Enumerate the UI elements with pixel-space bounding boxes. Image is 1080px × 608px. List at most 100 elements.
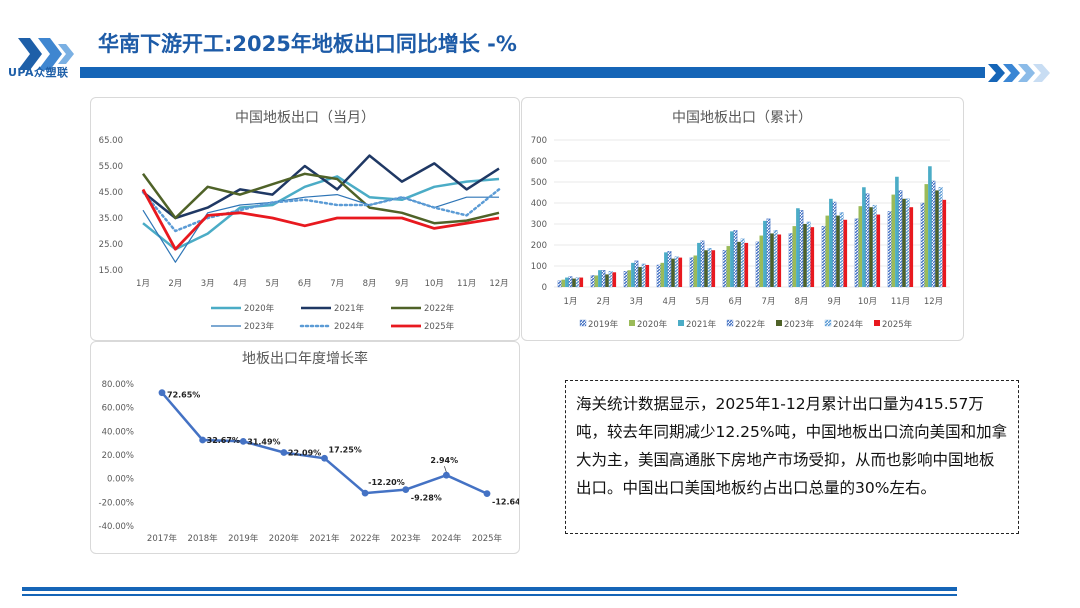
bar-2025年 (909, 207, 914, 287)
x-tick-label: 12月 (489, 279, 508, 289)
bar-2020年 (825, 215, 830, 287)
bar-2023年 (638, 267, 642, 287)
bar-2021年 (730, 231, 734, 287)
y-tick-label: 45.00 (99, 188, 123, 198)
bar-2023年 (869, 207, 873, 287)
x-tick-label: 2月 (597, 297, 611, 307)
legend-swatch (629, 320, 635, 326)
data-label: 72.65% (167, 391, 200, 400)
data-label: 31.49% (247, 437, 280, 446)
bar-2021年 (862, 187, 866, 287)
legend-swatch (579, 319, 587, 327)
series-line-2025年 (141, 188, 500, 251)
bar-2022年 (766, 218, 771, 288)
legend-label: 2021年 (686, 319, 717, 330)
bar-2025年 (579, 277, 584, 287)
y-tick-label: 600 (531, 157, 547, 167)
bar-2023年 (671, 258, 675, 287)
bar-2024年 (575, 277, 580, 288)
x-tick-label: 8月 (363, 279, 377, 289)
x-tick-label: 11月 (457, 279, 476, 289)
x-tick-label: 4月 (233, 279, 247, 289)
x-tick-label: 2023年 (391, 533, 422, 544)
logo-text: UPA众塑联 (8, 66, 69, 79)
bar-2025年 (843, 219, 848, 287)
legend-swatch (824, 319, 832, 327)
chevron-arrows-icon (988, 64, 1050, 82)
bar-2022年 (634, 260, 639, 288)
x-tick-label: 2025年 (472, 533, 503, 544)
legend-swatch (874, 320, 880, 326)
y-tick-label: 300 (531, 220, 547, 230)
chart-title: 中国地板出口（当月） (235, 110, 375, 126)
x-tick-label: 4月 (663, 297, 677, 307)
series-line-2020年 (142, 175, 500, 251)
bar-2023年 (737, 241, 741, 287)
bar-2025年 (678, 257, 683, 287)
series-line-2022年 (141, 172, 500, 225)
cumulative-export-chart-panel: 中国地板出口（累计） 0 100 200 300 400 500 600 700 1月 2月 3月 4月… (521, 97, 964, 341)
data-label: 22.09% (288, 449, 321, 458)
x-tick-label: 7月 (762, 297, 776, 307)
y-tick-label: 0 (542, 283, 547, 293)
legend-label: 2019年 (588, 319, 619, 330)
bar-2023年 (770, 233, 774, 287)
bar-2024年 (641, 263, 646, 288)
bar-2025年 (711, 250, 716, 287)
y-tick-label: 65.00 (99, 136, 123, 146)
data-label: -12.20% (368, 478, 405, 487)
bar-2024年 (872, 204, 877, 288)
bar-2024年 (740, 238, 745, 288)
y-tick-label: 80.00% (102, 380, 134, 390)
bar-2019年 (557, 280, 562, 288)
bar-2025年 (942, 199, 947, 287)
bar-2023年 (605, 274, 609, 287)
bar-2021年 (598, 270, 602, 287)
bar-2025年 (744, 242, 749, 287)
y-tick-label: 700 (531, 136, 547, 146)
bar-2021年 (829, 198, 833, 287)
bar-2022年 (667, 251, 672, 288)
bar-2019年 (920, 202, 925, 288)
y-tick-label: 500 (531, 178, 547, 188)
bar-2019年 (590, 275, 595, 288)
bar-2020年 (924, 184, 929, 287)
bar-2021年 (664, 252, 668, 287)
x-tick-label: 9月 (828, 297, 842, 307)
bar-2021年 (895, 176, 899, 287)
legend-label: 2024年 (334, 321, 365, 332)
x-tick-label: 5月 (265, 279, 279, 289)
bar-2019年 (722, 250, 727, 288)
data-point (361, 489, 369, 497)
bar-2019年 (623, 271, 628, 288)
bar-2019年 (854, 218, 859, 288)
legend-label: 2020年 (244, 303, 275, 314)
bar-2025年 (777, 234, 782, 287)
y-tick-label: 40.00% (102, 427, 134, 437)
legend-label: 2022年 (424, 303, 455, 314)
bar-2022年 (568, 276, 573, 288)
bar-2022年 (799, 210, 804, 288)
bar-2023年 (803, 224, 807, 287)
bar-2024年 (839, 212, 844, 288)
bar-2024年 (773, 230, 778, 288)
bar-2022年 (931, 180, 936, 288)
legend-label: 2025年 (882, 319, 913, 330)
bar-2019年 (656, 264, 661, 288)
y-tick-label: 20.00% (102, 451, 134, 461)
legend-swatch (776, 320, 782, 326)
bar-2020年 (627, 270, 632, 287)
x-tick-label: 3月 (201, 279, 215, 289)
bar-2025年 (645, 264, 650, 287)
x-tick-label: 10月 (425, 279, 444, 289)
annual-growth-chart-panel: 地板出口年度增长率 -40.00% -20.00% 0.00% 20.00% 40.00%… (90, 341, 520, 554)
y-tick-label: -40.00% (99, 522, 134, 532)
x-tick-label: 2022年 (350, 533, 381, 544)
chart-title: 地板出口年度增长率 (242, 350, 368, 367)
legend-swatch (678, 320, 684, 326)
bar-2023年 (902, 198, 906, 287)
bar-2019年 (821, 225, 826, 288)
x-tick-label: 1月 (564, 297, 578, 307)
bar-2020年 (792, 226, 797, 287)
bar-2020年 (594, 275, 599, 287)
